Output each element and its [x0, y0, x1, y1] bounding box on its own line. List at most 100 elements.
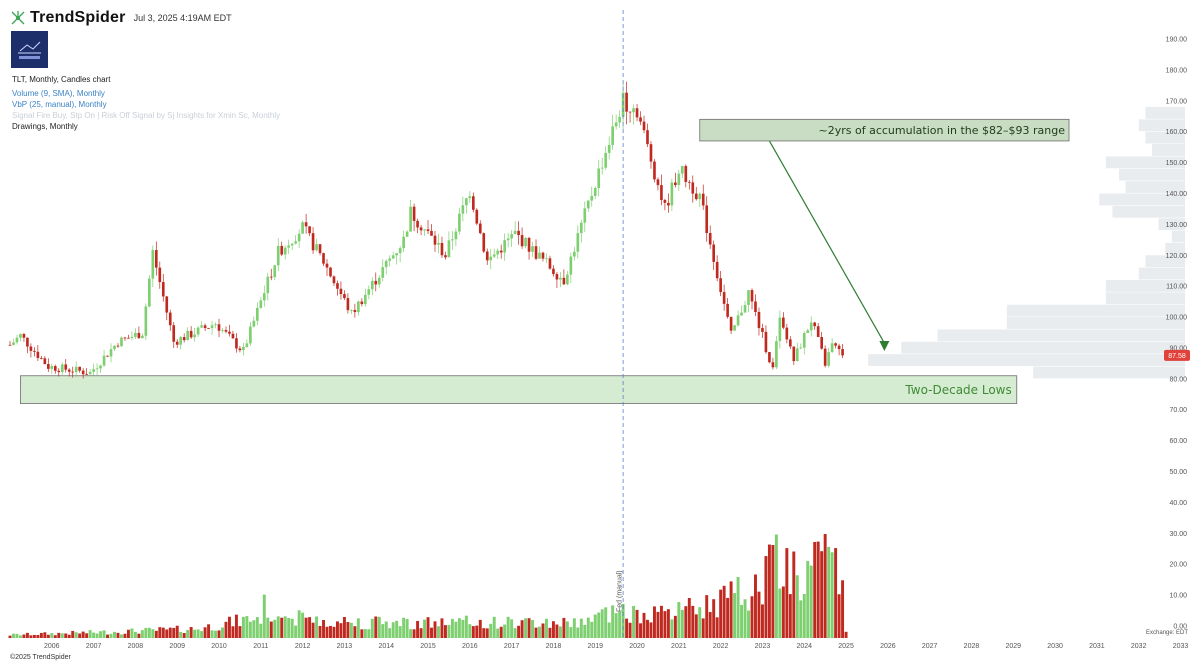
volume-bar [478, 619, 482, 638]
candle-body [802, 332, 806, 348]
candle-body [262, 293, 266, 301]
candle-body [26, 337, 29, 347]
candle-body [740, 312, 743, 316]
volume-bar [558, 626, 562, 638]
volume-bar [353, 626, 357, 638]
volume-bar [433, 621, 437, 638]
candle-body [228, 331, 231, 334]
volume-bar [158, 627, 162, 638]
volume-bar [489, 623, 493, 638]
candle-body [221, 330, 224, 331]
volume-bar [774, 534, 778, 638]
volume-bar [646, 619, 649, 638]
candle-body [799, 347, 803, 349]
candle-body [632, 108, 635, 113]
candle-body [440, 243, 444, 256]
y-tick-label: 170.00 [1166, 98, 1188, 105]
candle-body [238, 348, 242, 351]
volume-bar [318, 625, 322, 638]
candle-body [8, 344, 12, 346]
volume-bar [764, 556, 768, 638]
candle-body [792, 346, 796, 362]
candle-body [196, 327, 200, 335]
volume-bar [287, 617, 291, 638]
candle-body [374, 280, 378, 285]
candle-body [109, 349, 113, 357]
legend-volume-indicator[interactable]: Volume (9, SMA), Monthly [12, 89, 105, 98]
header: TrendSpider Jul 3, 2025 4:19AM EDT [10, 8, 232, 28]
candle-body [437, 243, 440, 245]
candle-body [322, 253, 325, 264]
candle-body [607, 144, 611, 153]
y-tick-label: 70.00 [1169, 407, 1187, 414]
y-tick-label: 100.00 [1166, 315, 1188, 322]
candle-body [722, 292, 726, 304]
candle-body [628, 111, 632, 113]
legend-chart-title[interactable]: TLT, Monthly, Candles chart [12, 75, 111, 84]
volume-bar [457, 618, 461, 638]
y-tick-label: 160.00 [1166, 129, 1188, 136]
candle-body [283, 247, 287, 255]
candle-body [423, 229, 426, 231]
volume-bars-layer [8, 533, 848, 638]
legend-vbp-indicator[interactable]: VbP (25, manual), Monthly [12, 100, 107, 109]
candle-body [40, 358, 43, 359]
volume-bar [308, 617, 312, 638]
candle-body [193, 334, 196, 338]
candle-body [433, 235, 437, 245]
volume-bar [684, 606, 688, 638]
volume-bar [276, 616, 280, 638]
legend-hidden-indicator[interactable]: Signal Fire Buy, Stp On | Risk Off Signa… [12, 111, 281, 120]
candle-body [377, 277, 381, 285]
candle-body [151, 250, 155, 279]
candle-body [517, 230, 520, 236]
event-marker-layer: Fed (manual) [617, 10, 624, 638]
volume-bar [46, 634, 50, 638]
candle-body [203, 325, 207, 329]
volume-bar [642, 612, 646, 638]
candle-body [841, 349, 844, 356]
volume-bar [482, 628, 486, 638]
volume-bar [687, 597, 691, 638]
candle-body [555, 274, 559, 280]
candle-body [297, 233, 301, 242]
candle-body [489, 256, 493, 261]
volume-bar [611, 605, 615, 638]
volume-bar [545, 618, 548, 638]
candle-body [426, 229, 430, 231]
exchange-label: Exchange: EDT [1146, 630, 1189, 636]
volume-bar [450, 618, 454, 638]
vbp-bar [1152, 144, 1185, 156]
candle-body [743, 304, 747, 313]
volume-bar [719, 589, 723, 638]
candle-body [405, 231, 409, 237]
volume-bar [799, 600, 803, 638]
volume-bar [792, 551, 796, 638]
annotation-boxes [20, 118, 1070, 404]
candle-body [757, 311, 761, 329]
vbp-bar [1125, 181, 1185, 193]
volume-bar [60, 633, 64, 638]
volume-bar [196, 629, 200, 638]
candle-body [576, 233, 580, 252]
candle-body [395, 253, 399, 256]
candle-body [67, 369, 71, 372]
volume-bar [85, 633, 89, 638]
volume-bar [210, 630, 214, 638]
vbp-bar [1105, 279, 1185, 292]
candle-body [224, 330, 228, 332]
volume-bar [189, 627, 193, 638]
y-tick-label: 10.00 [1169, 593, 1187, 600]
candle-body [478, 223, 482, 234]
volume-bar [722, 585, 726, 638]
volume-bar [809, 565, 813, 638]
legend-drawings[interactable]: Drawings, Monthly [12, 122, 78, 131]
candle-body [43, 358, 47, 364]
candle-body [663, 199, 667, 203]
volume-bar [419, 628, 423, 638]
volume-bar [74, 632, 78, 638]
candle-body [71, 371, 75, 373]
volume-bar [57, 632, 61, 638]
candle-body [458, 213, 461, 232]
